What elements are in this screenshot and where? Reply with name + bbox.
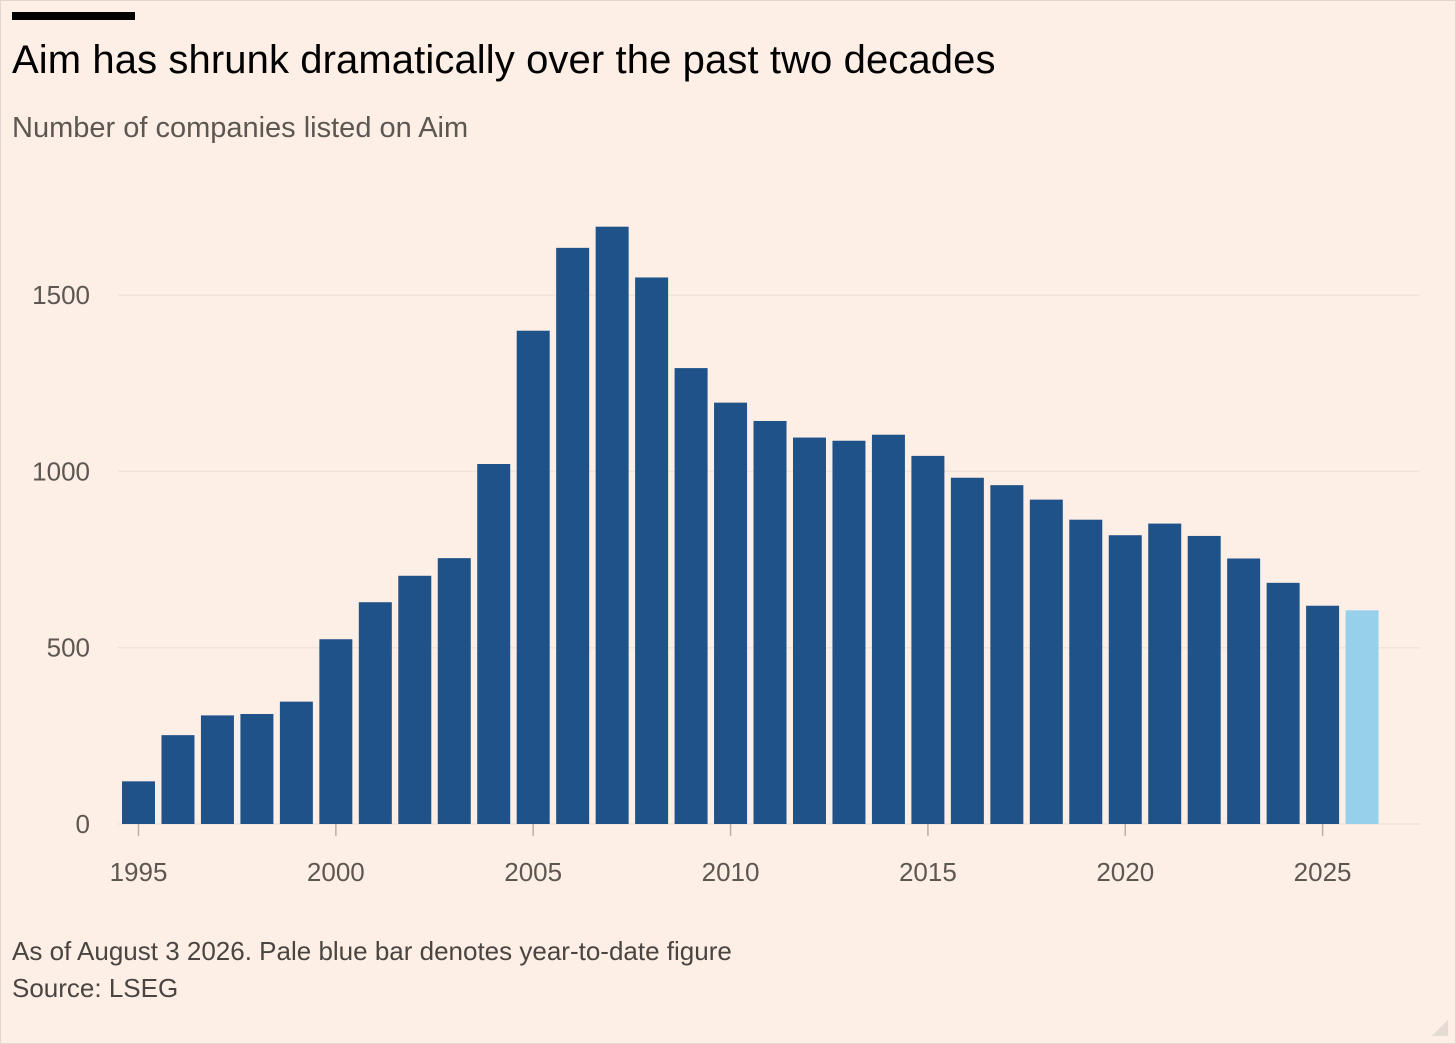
y-axis-ticks: 0 500 1000 1500 [32, 280, 90, 839]
chart-subtitle: Number of companies listed on Aim [12, 112, 469, 144]
bar-2015 [911, 455, 945, 824]
bar-2018 [1029, 499, 1063, 824]
bar-2012 [792, 437, 826, 824]
x-tick-label: 2005 [504, 857, 562, 887]
chart-source: Source: LSEG [12, 973, 179, 1003]
bar-2005 [516, 330, 550, 824]
bar-2000 [319, 639, 353, 824]
bar-2001 [358, 602, 392, 824]
x-tick-label: 2025 [1294, 857, 1352, 887]
bar-1996 [161, 735, 195, 824]
bar-2014 [871, 434, 905, 824]
bar-1997 [200, 715, 234, 824]
bar-1998 [240, 713, 274, 824]
bars [122, 226, 1379, 825]
resize-corner [1432, 1020, 1448, 1036]
bar-1995 [122, 781, 155, 824]
bar-2019 [1069, 519, 1103, 824]
chart-note: As of August 3 2026. Pale blue bar denot… [12, 936, 732, 966]
bar-2004 [477, 463, 511, 824]
chart-title: Aim has shrunk dramatically over the pas… [12, 38, 996, 82]
bar-2020 [1108, 535, 1142, 824]
bar-2017 [990, 485, 1024, 824]
y-tick-label: 1000 [32, 456, 90, 486]
bar-2009 [674, 368, 708, 824]
x-tick-label: 2010 [702, 857, 760, 887]
header-rule [12, 12, 135, 20]
bar-2022 [1187, 535, 1221, 824]
bar-2021 [1148, 523, 1182, 824]
x-axis-ticks: 1995 2000 2005 2010 2015 2020 2025 [110, 824, 1352, 887]
x-tick-label: 2015 [899, 857, 957, 887]
x-tick-label: 2000 [307, 857, 365, 887]
bar-2025 [1306, 605, 1340, 824]
bar-2002 [398, 575, 432, 824]
bar-2024 [1266, 582, 1300, 824]
bar-2003 [437, 558, 471, 824]
bar-2011 [753, 420, 787, 824]
y-tick-label: 1500 [32, 280, 90, 310]
y-tick-label: 0 [76, 809, 90, 839]
y-tick-label: 500 [47, 633, 90, 663]
x-tick-label: 2020 [1096, 857, 1154, 887]
bar-2023 [1227, 558, 1261, 824]
bar-2026 [1345, 610, 1379, 824]
bar-2007 [595, 226, 629, 824]
x-tick-label: 1995 [110, 857, 168, 887]
bar-2016 [950, 477, 984, 824]
bar-2008 [635, 277, 669, 825]
bar-1999 [279, 701, 313, 824]
bar-2013 [832, 440, 866, 824]
bar-2006 [556, 247, 590, 825]
bar-2010 [714, 402, 748, 824]
